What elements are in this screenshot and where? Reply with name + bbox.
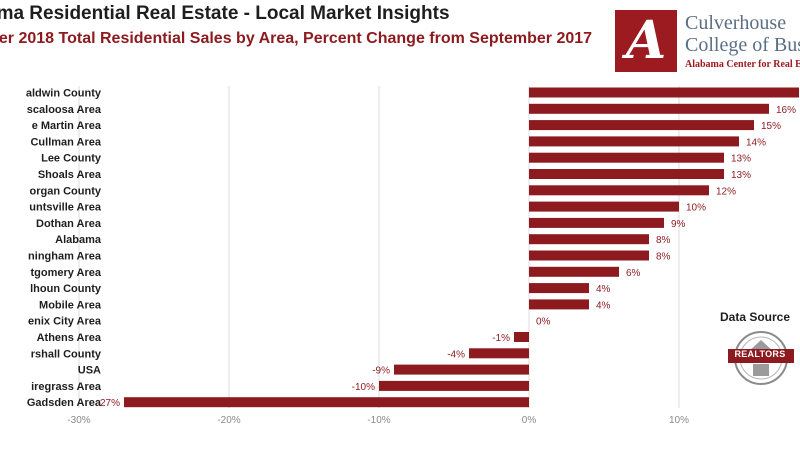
culverhouse-logo: A Culverhouse College of Busir Alabama C…	[615, 10, 800, 78]
category-label: Shoals Area	[38, 169, 102, 181]
bar	[529, 201, 679, 212]
x-tick-label: -10%	[367, 415, 390, 426]
bar	[529, 250, 649, 261]
realtors-seal-icon	[728, 331, 794, 385]
logo-line-3: Alabama Center for Real Estate	[685, 59, 800, 70]
bar	[529, 283, 589, 294]
category-label: aldwin County	[26, 88, 102, 100]
bar	[394, 364, 529, 375]
category-label: Athens Area	[37, 332, 102, 344]
data-label: 9%	[671, 219, 686, 230]
category-label: ningham Area	[28, 251, 102, 263]
category-label: Cullman Area	[30, 136, 101, 148]
category-label: organ County	[30, 185, 102, 197]
category-label: tgomery Area	[30, 267, 101, 279]
category-label: e Martin Area	[32, 120, 102, 132]
x-tick-label: 0%	[522, 415, 537, 426]
category-label: scaloosa Area	[27, 104, 102, 116]
bar	[529, 152, 724, 163]
data-source-label: Data Source	[720, 310, 791, 324]
data-label: 8%	[656, 235, 671, 246]
data-label: 12%	[716, 186, 736, 197]
data-label: 4%	[596, 300, 611, 311]
category-label: Dothan Area	[36, 218, 102, 230]
bar	[529, 169, 724, 179]
data-label: 13%	[731, 170, 751, 181]
x-tick-label: 10%	[669, 415, 689, 426]
data-label: 16%	[776, 105, 796, 116]
category-label: USA	[78, 365, 101, 377]
bar	[469, 348, 529, 359]
category-label: Lee County	[41, 153, 102, 165]
bar	[529, 217, 664, 228]
x-tick-label: -20%	[217, 415, 240, 426]
category-label: rshall County	[31, 348, 102, 360]
bar	[514, 332, 529, 342]
bar	[529, 120, 754, 131]
bar	[529, 103, 769, 114]
data-label: -9%	[372, 366, 390, 377]
category-label: Gadsden Area	[27, 397, 102, 409]
data-label: -27%	[97, 398, 120, 409]
chart-subtitle: ember 2018 Total Residential Sales by Ar…	[0, 30, 593, 47]
data-label: -1%	[492, 333, 510, 344]
data-label: 6%	[626, 268, 641, 279]
bar	[529, 234, 649, 245]
data-label: -4%	[447, 349, 465, 360]
data-label: -10%	[352, 382, 375, 393]
bar	[529, 185, 709, 196]
data-label: 15%	[761, 121, 781, 132]
bar	[529, 266, 619, 277]
category-label: lhoun County	[30, 283, 102, 295]
realtors-badge-text: REALTORS	[734, 349, 786, 359]
data-label: 10%	[686, 203, 706, 214]
logo-letter: A	[625, 10, 667, 71]
data-label: 8%	[656, 252, 671, 263]
category-label: Mobile Area	[39, 299, 102, 311]
x-tick-label: -30%	[67, 415, 90, 426]
data-label: 13%	[731, 154, 751, 165]
bar	[529, 87, 799, 98]
category-label: iregrass Area	[31, 381, 102, 393]
bar	[529, 299, 589, 310]
logo-line-2: College of Busir	[685, 34, 800, 56]
category-label: Alabama	[55, 234, 102, 246]
chart-title: ama Residential Real Estate - Local Mark…	[0, 3, 450, 24]
data-label: 0%	[536, 317, 551, 328]
bar	[529, 136, 739, 147]
bar	[379, 380, 529, 391]
category-label: enix City Area	[28, 316, 102, 328]
data-label: 14%	[746, 137, 766, 148]
logo-line-1: Culverhouse	[685, 12, 787, 34]
bar	[124, 397, 529, 408]
category-label: untsville Area	[29, 202, 102, 214]
alabama-a-icon: A	[615, 10, 677, 72]
data-label: 4%	[596, 284, 611, 295]
